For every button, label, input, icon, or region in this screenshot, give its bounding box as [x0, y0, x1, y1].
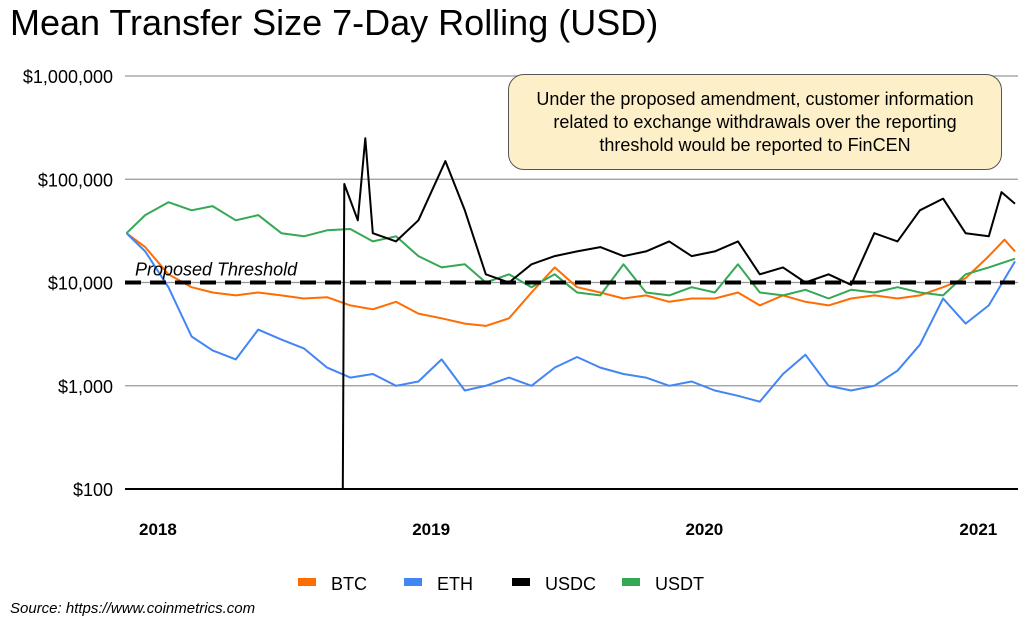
y-tick-label: $100 [73, 480, 113, 500]
series-line-eth [125, 232, 1016, 403]
y-tick-label: $1,000 [58, 377, 113, 397]
y-tick-label: $100,000 [38, 170, 113, 190]
legend-swatch-eth [404, 578, 422, 586]
legend-swatch-usdc [512, 578, 530, 586]
annotation-box: Under the proposed amendment, customer i… [508, 74, 1002, 170]
x-tick-label: 2019 [412, 520, 450, 539]
legend-label-btc: BTC [331, 574, 367, 594]
y-tick-label: $10,000 [48, 274, 113, 294]
legend-swatch-btc [298, 578, 316, 586]
y-tick-label: $1,000,000 [23, 67, 113, 87]
x-tick-label: 2021 [959, 520, 997, 539]
chart-title: Mean Transfer Size 7-Day Rolling (USD) [10, 2, 659, 43]
series-line-btc [125, 232, 1016, 327]
legend-label-usdc: USDC [545, 574, 596, 594]
x-tick-label: 2020 [685, 520, 723, 539]
legend-label-eth: ETH [437, 574, 473, 594]
legend-swatch-usdt [622, 578, 640, 586]
source-note: Source: https://www.coinmetrics.com [10, 600, 256, 617]
legend-label-usdt: USDT [655, 574, 704, 594]
series-line-usdc [341, 137, 1016, 490]
x-tick-label: 2018 [139, 520, 177, 539]
threshold-label: Proposed Threshold [135, 260, 298, 280]
